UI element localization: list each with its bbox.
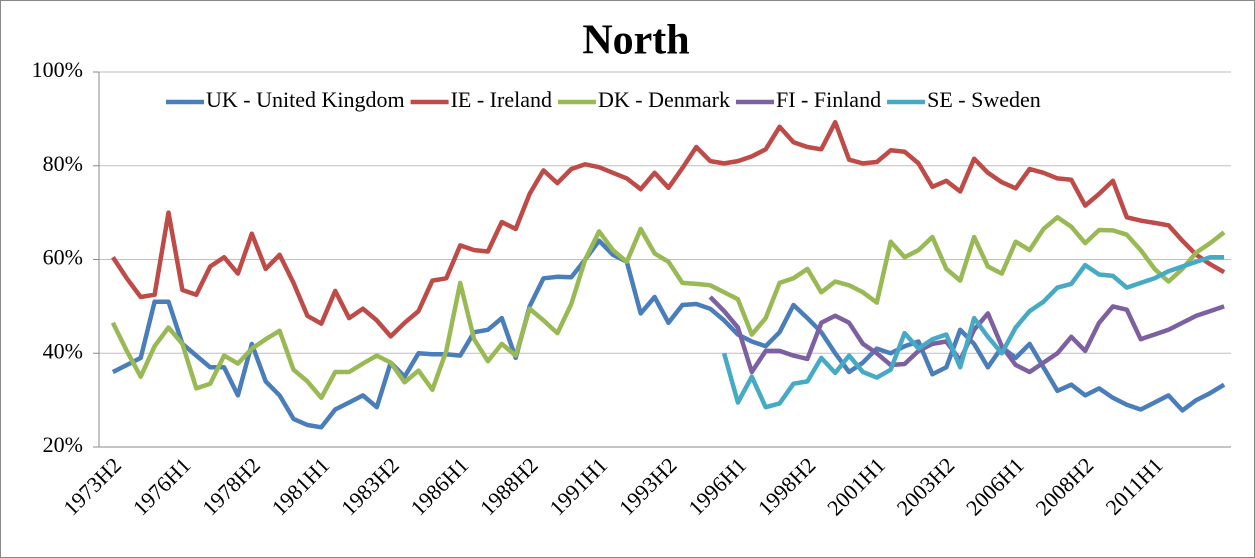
legend-label: FI - Finland (776, 87, 881, 112)
y-tick-label: 80% (43, 151, 83, 176)
chart-title: North (582, 18, 689, 64)
y-tick-label: 40% (43, 338, 83, 363)
series-line (111, 119, 1226, 339)
series-line (721, 254, 1225, 410)
y-tick-label: 100% (32, 57, 83, 82)
y-tick-label: 20% (43, 432, 83, 457)
y-tick-label: 60% (43, 245, 83, 270)
series-line (111, 238, 1226, 430)
legend-label: IE - Ireland (451, 87, 552, 112)
legend-label: DK - Denmark (598, 87, 730, 112)
series-line (110, 215, 1226, 401)
legend-label: SE - Sweden (927, 87, 1041, 112)
legend-label: UK - United Kingdom (206, 87, 405, 112)
